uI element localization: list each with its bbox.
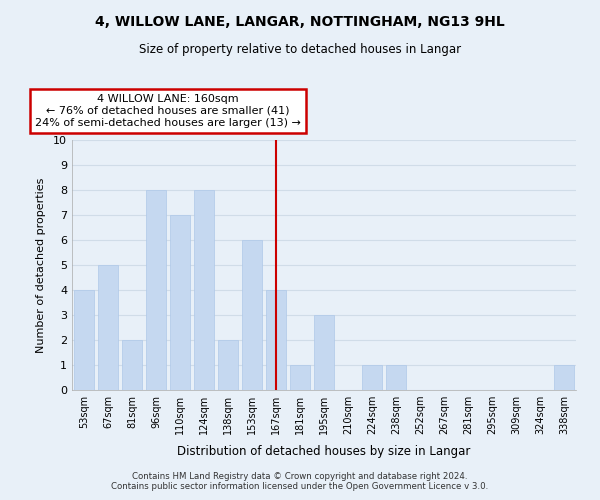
Bar xyxy=(74,290,94,390)
Bar xyxy=(386,365,406,390)
Bar xyxy=(266,290,286,390)
Bar xyxy=(146,190,166,390)
Bar xyxy=(554,365,574,390)
Bar xyxy=(98,265,118,390)
Text: Size of property relative to detached houses in Langar: Size of property relative to detached ho… xyxy=(139,42,461,56)
Text: 4 WILLOW LANE: 160sqm
← 76% of detached houses are smaller (41)
24% of semi-deta: 4 WILLOW LANE: 160sqm ← 76% of detached … xyxy=(35,94,301,128)
Text: Contains HM Land Registry data © Crown copyright and database right 2024.: Contains HM Land Registry data © Crown c… xyxy=(132,472,468,481)
Bar xyxy=(362,365,382,390)
Bar xyxy=(122,340,142,390)
Bar xyxy=(314,315,334,390)
Bar xyxy=(218,340,238,390)
Bar xyxy=(194,190,214,390)
Y-axis label: Number of detached properties: Number of detached properties xyxy=(36,178,46,352)
Bar xyxy=(290,365,310,390)
Bar xyxy=(170,215,190,390)
Text: Contains public sector information licensed under the Open Government Licence v : Contains public sector information licen… xyxy=(112,482,488,491)
Bar xyxy=(242,240,262,390)
Text: 4, WILLOW LANE, LANGAR, NOTTINGHAM, NG13 9HL: 4, WILLOW LANE, LANGAR, NOTTINGHAM, NG13… xyxy=(95,15,505,29)
X-axis label: Distribution of detached houses by size in Langar: Distribution of detached houses by size … xyxy=(178,446,470,458)
